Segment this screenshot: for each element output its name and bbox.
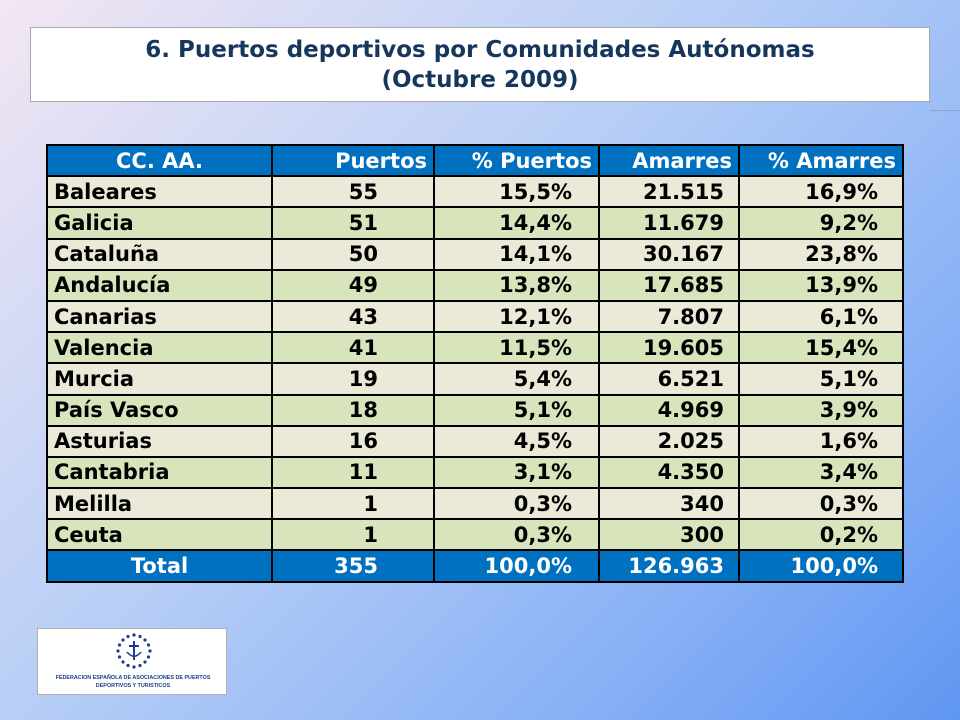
table-row: Baleares 55 15,5% 21.515 16,9%	[46, 175, 904, 209]
cell-amarres: 7.807	[598, 299, 740, 334]
cell-ccaa: Melilla	[46, 487, 273, 521]
cell-ccaa: Cantabria	[46, 455, 273, 490]
cell-puertos: 19	[271, 362, 435, 396]
table-row: Ceuta 1 0,3% 300 0,2%	[46, 518, 904, 552]
logo-text-line2: DEPORTIVOS Y TURISTICOS	[95, 683, 171, 689]
total-puertos: 355	[271, 549, 435, 583]
federation-logo: FEDERACION ESPAÑOLA DE ASOCIACIONES DE P…	[37, 628, 227, 695]
cell-ccaa: Andalucía	[46, 268, 273, 302]
cell-amarres: 6.521	[598, 362, 740, 396]
page-title: 6. Puertos deportivos por Comunidades Au…	[145, 37, 815, 63]
cell-puertos: 11	[271, 455, 435, 490]
cell-puertos: 55	[271, 175, 435, 209]
table-row: Cataluña 50 14,1% 30.167 23,8%	[46, 237, 904, 271]
cell-pct-amarres: 1,6%	[738, 424, 904, 458]
total-label: Total	[46, 549, 273, 583]
cell-amarres: 4.350	[598, 455, 740, 490]
table-row: Galicia 51 14,4% 11.679 9,2%	[46, 206, 904, 240]
cell-pct-puertos: 12,1%	[433, 299, 600, 334]
cell-amarres: 19.605	[598, 331, 740, 365]
cell-ccaa: País Vasco	[46, 393, 273, 427]
header-amarres: Amarres	[598, 143, 740, 178]
total-pct-puertos: 100,0%	[433, 549, 600, 583]
total-amarres: 126.963	[598, 549, 740, 583]
cell-pct-amarres: 6,1%	[738, 299, 904, 334]
cell-pct-puertos: 11,5%	[433, 331, 600, 365]
header-puertos: Puertos	[271, 143, 435, 178]
cell-puertos: 16	[271, 424, 435, 458]
cell-pct-puertos: 14,1%	[433, 237, 600, 271]
cell-pct-puertos: 0,3%	[433, 487, 600, 521]
cell-ccaa: Canarias	[46, 299, 273, 334]
cell-ccaa: Valencia	[46, 331, 273, 365]
cell-amarres: 30.167	[598, 237, 740, 271]
cell-pct-amarres: 16,9%	[738, 175, 904, 209]
cell-pct-amarres: 0,2%	[738, 518, 904, 552]
cell-ccaa: Galicia	[46, 206, 273, 240]
cell-amarres: 2.025	[598, 424, 740, 458]
cell-pct-amarres: 3,9%	[738, 393, 904, 427]
table-row: Valencia 41 11,5% 19.605 15,4%	[46, 331, 904, 365]
cell-puertos: 50	[271, 237, 435, 271]
cell-amarres: 4.969	[598, 393, 740, 427]
cell-ccaa: Cataluña	[46, 237, 273, 271]
table-body: Baleares 55 15,5% 21.515 16,9% Galicia 51 14,4%…	[46, 175, 904, 583]
table-row: País Vasco 18 5,1% 4.969 3,9%	[46, 393, 904, 427]
table-header-row: CC. AA. Puertos % Puertos Amarres % Amar…	[46, 143, 904, 178]
cell-amarres: 340	[598, 487, 740, 521]
cell-pct-amarres: 9,2%	[738, 206, 904, 240]
cell-amarres: 11.679	[598, 206, 740, 240]
table-row: Cantabria 11 3,1% 4.350 3,4%	[46, 455, 904, 490]
cell-pct-amarres: 13,9%	[738, 268, 904, 302]
cell-pct-amarres: 23,8%	[738, 237, 904, 271]
cell-pct-puertos: 15,5%	[433, 175, 600, 209]
cell-ccaa: Asturias	[46, 424, 273, 458]
header-pct-puertos: % Puertos	[433, 143, 600, 178]
cell-puertos: 1	[271, 518, 435, 552]
table-row: Canarias 43 12,1% 7.807 6,1%	[46, 299, 904, 334]
cell-puertos: 43	[271, 299, 435, 334]
cell-pct-puertos: 3,1%	[433, 455, 600, 490]
cell-ccaa: Murcia	[46, 362, 273, 396]
cell-pct-amarres: 0,3%	[738, 487, 904, 521]
cell-pct-amarres: 3,4%	[738, 455, 904, 490]
logo-text-line1: FEDERACION ESPAÑOLA DE ASOCIACIONES DE P…	[55, 675, 211, 681]
cell-pct-amarres: 5,1%	[738, 362, 904, 396]
ports-table: CC. AA. Puertos % Puertos Amarres % Amar…	[46, 143, 904, 583]
cell-puertos: 49	[271, 268, 435, 302]
cell-pct-amarres: 15,4%	[738, 331, 904, 365]
total-row: Total 355 100,0% 126.963 100,0%	[46, 549, 904, 583]
cell-pct-puertos: 14,4%	[433, 206, 600, 240]
header-ccaa: CC. AA.	[46, 143, 273, 178]
cell-pct-puertos: 5,1%	[433, 393, 600, 427]
header-pct-amarres: % Amarres	[738, 143, 904, 178]
cell-pct-puertos: 4,5%	[433, 424, 600, 458]
cell-amarres: 17.685	[598, 268, 740, 302]
federation-emblem-icon	[116, 633, 152, 669]
cell-puertos: 1	[271, 487, 435, 521]
page-subtitle: (Octubre 2009)	[381, 67, 579, 93]
cell-amarres: 21.515	[598, 175, 740, 209]
cell-amarres: 300	[598, 518, 740, 552]
table-row: Melilla 1 0,3% 340 0,3%	[46, 487, 904, 521]
table-row: Andalucía 49 13,8% 17.685 13,9%	[46, 268, 904, 302]
title-box: 6. Puertos deportivos por Comunidades Au…	[30, 27, 930, 102]
table-row: Asturias 16 4,5% 2.025 1,6%	[46, 424, 904, 458]
cell-ccaa: Baleares	[46, 175, 273, 209]
table-row: Murcia 19 5,4% 6.521 5,1%	[46, 362, 904, 396]
cell-ccaa: Ceuta	[46, 518, 273, 552]
total-pct-amarres: 100,0%	[738, 549, 904, 583]
cell-puertos: 51	[271, 206, 435, 240]
cell-pct-puertos: 13,8%	[433, 268, 600, 302]
title-divider	[930, 110, 960, 111]
cell-pct-puertos: 0,3%	[433, 518, 600, 552]
cell-pct-puertos: 5,4%	[433, 362, 600, 396]
cell-puertos: 18	[271, 393, 435, 427]
cell-puertos: 41	[271, 331, 435, 365]
